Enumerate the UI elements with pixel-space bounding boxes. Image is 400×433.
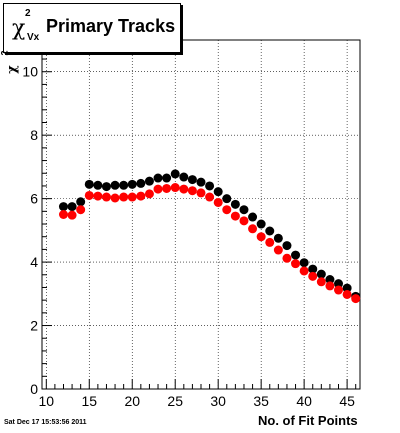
data-point: [230, 199, 240, 209]
data-point: [273, 245, 283, 255]
data-point: [162, 173, 172, 183]
data-point: [325, 281, 335, 291]
data-point: [222, 194, 232, 204]
data-point: [325, 275, 335, 285]
title-subscript: Vx: [27, 32, 40, 43]
x-tick-label: 20: [124, 393, 140, 409]
data-point: [282, 241, 292, 251]
data-point: [299, 258, 309, 268]
data-point: [265, 226, 275, 236]
y-tick-label: 10: [22, 64, 38, 80]
data-point: [239, 216, 249, 226]
data-point: [67, 202, 77, 212]
data-point: [101, 192, 111, 202]
data-point: [299, 266, 309, 276]
x-tick-label: 10: [39, 393, 55, 409]
data-point: [239, 205, 249, 215]
data-point: [119, 192, 129, 202]
y-axis-symbol: χ: [4, 65, 20, 74]
data-point: [213, 197, 223, 207]
data-point: [351, 294, 361, 304]
data-point: [76, 205, 86, 215]
data-point: [196, 177, 206, 187]
data-point: [144, 189, 154, 199]
y-tick-label: 6: [30, 191, 38, 207]
data-point: [291, 259, 301, 269]
data-point: [187, 175, 197, 185]
title-superscript: 2: [25, 8, 31, 19]
data-point: [110, 180, 120, 190]
data-point: [110, 193, 120, 203]
data-point: [334, 285, 344, 295]
data-point: [144, 176, 154, 186]
x-tick-label: 15: [81, 393, 97, 409]
y-tick-label: 8: [30, 127, 38, 143]
y-tick-label: 2: [30, 318, 38, 334]
x-tick-label: 30: [210, 393, 226, 409]
data-point: [316, 277, 326, 287]
data-point: [162, 183, 172, 193]
data-point: [222, 205, 232, 215]
x-axis-title: No. of Fit Points: [258, 413, 358, 428]
data-point: [170, 183, 180, 193]
data-point: [93, 180, 103, 190]
data-point: [93, 191, 103, 201]
data-point: [187, 186, 197, 196]
data-point: [153, 173, 163, 183]
data-point: [291, 250, 301, 260]
data-point: [230, 211, 240, 221]
data-point: [213, 187, 223, 197]
x-tick-label: 35: [253, 393, 269, 409]
data-point: [256, 219, 266, 229]
data-point: [179, 184, 189, 194]
data-point: [58, 202, 68, 212]
data-point: [342, 289, 352, 299]
data-point: [282, 253, 292, 263]
y-tick-label: 4: [30, 254, 38, 270]
y-axis-superscript: 2: [0, 50, 10, 56]
data-point: [76, 197, 86, 207]
data-point: [84, 179, 94, 189]
data-point: [205, 181, 215, 191]
x-tick-label: 40: [296, 393, 312, 409]
title-box: χ 2 Vx Primary Tracks: [3, 3, 181, 53]
data-point: [136, 178, 146, 188]
data-point: [58, 210, 68, 219]
data-point: [316, 269, 326, 279]
data-point: [67, 210, 77, 220]
data-point: [205, 192, 215, 202]
data-point: [248, 224, 258, 234]
data-point: [136, 191, 146, 201]
data-point: [127, 192, 137, 202]
data-point: [248, 212, 258, 222]
data-point: [342, 283, 352, 293]
data-point: [127, 179, 137, 189]
x-tick-label: 45: [339, 393, 355, 409]
data-point: [196, 188, 206, 198]
y-tick-label: 0: [30, 381, 38, 397]
chart-title: Primary Tracks: [46, 16, 176, 36]
y-axis-title: χ 2 Vx: [0, 50, 26, 78]
data-point: [308, 271, 318, 281]
data-point: [256, 232, 266, 242]
data-point: [265, 237, 275, 247]
x-tick-label: 25: [167, 393, 183, 409]
data-point: [84, 190, 94, 200]
data-point: [170, 169, 180, 179]
data-point: [119, 180, 129, 190]
datestamp: Sat Dec 17 15:53:56 2011: [4, 419, 87, 426]
data-point: [101, 182, 111, 192]
data-point: [308, 264, 318, 274]
data-point: [179, 172, 189, 182]
data-point: [334, 279, 344, 289]
data-point: [153, 184, 163, 194]
data-point: [273, 233, 283, 243]
title-symbol: χ: [12, 16, 26, 41]
plot-frame: [41, 39, 361, 390]
